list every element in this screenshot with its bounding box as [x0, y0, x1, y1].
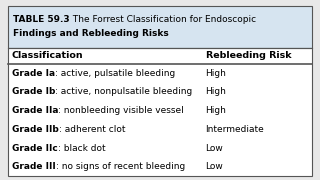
Text: The Forrest Classification for Endoscopic: The Forrest Classification for Endoscopi…	[70, 15, 256, 24]
Bar	[8, 48, 312, 176]
Text: Grade Ib: Grade Ib	[12, 87, 55, 96]
Text: : nonbleeding visible vessel: : nonbleeding visible vessel	[59, 106, 184, 115]
Text: : active, pulsatile bleeding: : active, pulsatile bleeding	[55, 69, 175, 78]
Text: Findings and Rebleeding Risks: Findings and Rebleeding Risks	[13, 30, 169, 39]
Text: Grade IIa: Grade IIa	[12, 106, 59, 115]
Text: Grade IIc: Grade IIc	[12, 143, 58, 152]
Text: Grade Ia: Grade Ia	[12, 69, 55, 78]
Text: : black dot: : black dot	[58, 143, 105, 152]
Text: Grade III: Grade III	[12, 162, 56, 171]
Text: High: High	[206, 69, 227, 78]
Bar	[8, 6, 312, 48]
Text: Grade IIb: Grade IIb	[12, 125, 59, 134]
Text: High: High	[206, 106, 227, 115]
Text: High: High	[206, 87, 227, 96]
Text: : no signs of recent bleeding: : no signs of recent bleeding	[56, 162, 185, 171]
Text: Rebleeding Risk: Rebleeding Risk	[206, 51, 291, 60]
Text: Intermediate: Intermediate	[206, 125, 264, 134]
Text: : active, nonpulsatile bleeding: : active, nonpulsatile bleeding	[55, 87, 193, 96]
Text: Classification: Classification	[12, 51, 84, 60]
Text: TABLE 59.3: TABLE 59.3	[13, 15, 70, 24]
Text: Low: Low	[206, 143, 223, 152]
Text: : adherent clot: : adherent clot	[59, 125, 125, 134]
Text: Low: Low	[206, 162, 223, 171]
